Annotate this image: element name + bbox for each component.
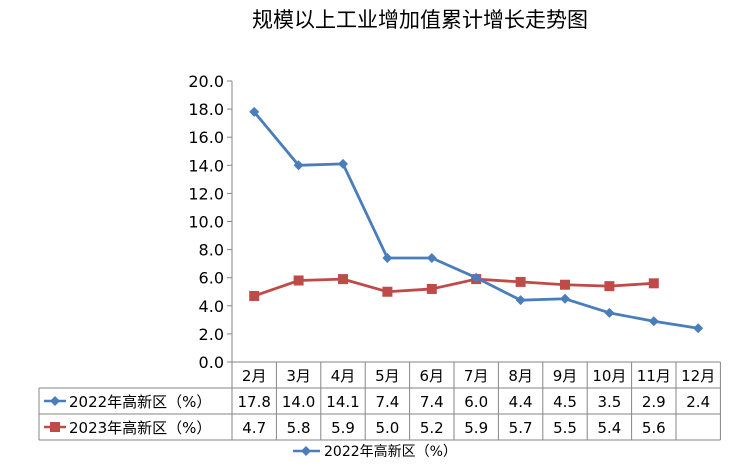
data-table: 2月 3月 4月 5月 6月 7月 8月 9月 10月 11月 12月 2022年高新区（%） 17.8…: [38, 361, 721, 441]
y-tick-label: 12.0: [188, 184, 224, 203]
x-tick-label: 3月: [286, 367, 311, 385]
y-tick-label: 10.0: [188, 213, 224, 232]
data-label: 4.5: [553, 393, 577, 411]
row-label: 2023年高新区（%）: [69, 419, 211, 437]
data-label: 3.5: [597, 393, 621, 411]
data-label: 5.6: [642, 419, 666, 437]
data-point: [604, 281, 615, 292]
x-tick-label: 8月: [508, 367, 533, 385]
y-tick-label: 0.0: [199, 353, 224, 372]
data-label: 4.7: [242, 419, 266, 437]
data-point: [693, 323, 704, 334]
data-label: 5.9: [331, 419, 355, 437]
data-label: 5.7: [509, 419, 533, 437]
data-point: [648, 278, 659, 289]
x-tick-label: 5月: [375, 367, 400, 385]
row-label: 2022年高新区（%）: [69, 393, 211, 411]
legend-key-marker: [301, 446, 311, 456]
data-point: [604, 307, 615, 318]
data-point: [560, 279, 570, 290]
data-point: [648, 316, 659, 327]
data-point: [382, 286, 393, 297]
row-key-marker: [50, 396, 60, 406]
chart-title: 规模以上工业增加值累计增长走势图: [252, 8, 588, 32]
y-tick-label: 8.0: [199, 241, 224, 260]
y-tick-label: 2.0: [199, 325, 224, 344]
x-tick-label: 4月: [331, 367, 356, 385]
axes-layer: 0.0 2.0 4.0 6.0 8.0 10.0 12.0 14.0 16.0 18.0 20.0: [188, 72, 233, 372]
y-tick-label: 20.0: [188, 72, 224, 91]
data-label: 14.1: [326, 393, 359, 411]
x-tick-label: 7月: [464, 367, 489, 385]
x-tick-label: 11月: [637, 367, 671, 385]
data-label: 5.4: [597, 419, 621, 437]
data-label: 4.4: [509, 393, 533, 411]
y-tick-label: 14.0: [188, 156, 224, 175]
data-label: 7.4: [420, 393, 444, 411]
data-label: 5.0: [375, 419, 399, 437]
y-tick-label: 16.0: [188, 128, 224, 147]
data-label: 5.5: [553, 419, 577, 437]
data-point: [426, 283, 437, 294]
data-label: 14.0: [282, 393, 315, 411]
data-label: 6.0: [464, 393, 488, 411]
x-tick-label: 6月: [420, 367, 445, 385]
data-label: 5.8: [287, 419, 311, 437]
data-label: 7.4: [375, 393, 399, 411]
data-label: 2.4: [686, 393, 710, 411]
data-point: [293, 160, 304, 171]
x-tick-label: 10月: [592, 367, 626, 385]
data-label: 17.8: [237, 393, 270, 411]
x-tick-label: 9月: [553, 367, 578, 385]
series-line: [253, 111, 699, 330]
data-point: [426, 253, 437, 264]
row-key-marker: [50, 422, 60, 432]
data-point: [471, 272, 482, 283]
data-label: 2.9: [642, 393, 666, 411]
data-point: [382, 253, 393, 264]
data-point: [338, 274, 348, 285]
series-0: [249, 106, 704, 334]
data-point: [293, 275, 304, 286]
series-1: [249, 274, 659, 301]
y-tick-label: 4.0: [199, 297, 224, 316]
legend: 2022年高新区（%）: [293, 443, 457, 460]
x-tick-label: 2月: [242, 367, 267, 385]
data-point: [249, 290, 260, 301]
legend-entry: 2022年高新区（%）: [324, 443, 457, 460]
y-tick-label: 18.0: [188, 100, 224, 119]
data-point: [560, 293, 570, 304]
data-label: 5.9: [464, 419, 488, 437]
series-line: [253, 277, 654, 298]
data-point: [338, 158, 348, 169]
series-layer: [249, 106, 704, 334]
data-label: 5.2: [420, 419, 444, 437]
data-point: [515, 276, 526, 287]
data-point: [515, 295, 526, 306]
data-point: [249, 106, 260, 117]
y-tick-label: 6.0: [199, 269, 224, 288]
x-tick-label: 12月: [681, 367, 715, 385]
